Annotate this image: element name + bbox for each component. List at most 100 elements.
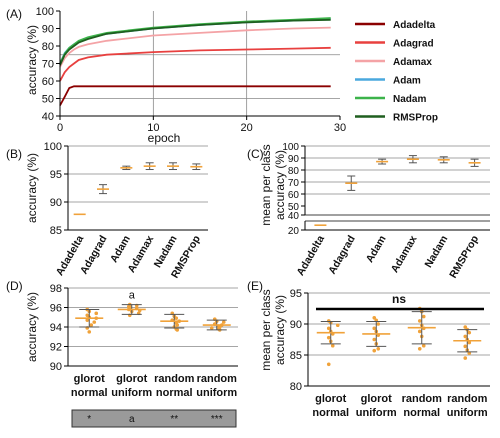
- tick-label-a-x: 10: [147, 122, 159, 134]
- category-label-e-line2: normal: [312, 407, 349, 419]
- tick-label-d-y: 92: [50, 342, 62, 354]
- category-label-c: Adamax: [389, 233, 420, 275]
- series-line-adamax: [59, 26, 331, 68]
- category-label-d-line2: uniform: [111, 387, 152, 399]
- tick-label-b-y: 100: [44, 141, 62, 153]
- axis-title-e-y1: mean per class: [259, 289, 273, 370]
- axis-title-a-y: accuracy (%): [25, 25, 39, 95]
- tick-label-e-y: 95: [290, 288, 302, 300]
- tick-label-c-y: 60: [288, 190, 300, 201]
- e-2-point: [417, 347, 422, 351]
- category-label-c: Adadelta: [294, 233, 327, 278]
- tick-label-c-y: 90: [288, 154, 300, 165]
- e-1-point: [376, 347, 381, 351]
- e-1-point: [372, 337, 377, 342]
- e-0-point: [326, 326, 331, 331]
- panel-label-b: (B): [6, 147, 22, 161]
- category-label-e-line1: glorot: [361, 393, 392, 405]
- category-label-d-line1: random: [154, 373, 195, 385]
- d-3-point: [221, 320, 226, 324]
- category-label-d-line2: normal: [156, 387, 193, 399]
- e-2-point: [417, 319, 422, 323]
- tick-label-d-y: 90: [50, 361, 62, 373]
- category-label-d-line1: glorot: [116, 373, 147, 385]
- category-label-e-line1: random: [447, 393, 488, 405]
- e-2-point: [421, 343, 426, 348]
- significance-label: a: [129, 414, 135, 425]
- e-2-point: [417, 329, 422, 334]
- e-1-point: [372, 348, 377, 353]
- category-label-e-line2: normal: [403, 407, 440, 419]
- d-0-point: [85, 318, 90, 322]
- tick-label-d-y: 98: [50, 283, 62, 295]
- tick-label-e-y: 90: [290, 319, 302, 331]
- tick-label-e-y: 80: [290, 381, 302, 393]
- category-label-d-line1: glorot: [74, 373, 105, 385]
- tick-label-c-y: 80: [288, 166, 300, 177]
- category-label-c: Nadam: [422, 234, 450, 270]
- tick-label-a-y: 40: [42, 111, 54, 123]
- significance-label: **: [170, 414, 178, 425]
- axis-title-a-x: epoch: [148, 131, 181, 145]
- tick-label-a-y: 50: [42, 94, 54, 106]
- tick-label-a-y: 90: [42, 24, 54, 36]
- d-2-point: [175, 328, 180, 332]
- e-3-point: [463, 356, 468, 360]
- legend-label-adagrad: Adagrad: [393, 39, 434, 50]
- tick-label-d-y: 96: [50, 303, 62, 315]
- e-3-point: [463, 325, 468, 329]
- panel-label-a: (A): [6, 7, 22, 21]
- tick-label-a-x: 20: [241, 122, 253, 134]
- legend-label-adam: Adam: [393, 76, 421, 87]
- tick-label-c-y: 40: [288, 211, 300, 222]
- legend-label-adadelta: Adadelta: [393, 20, 436, 31]
- category-label-d-line2: uniform: [196, 387, 237, 399]
- panel-label-e: (E): [247, 279, 263, 293]
- tick-label-a-x: 30: [334, 122, 346, 134]
- e-1-point: [376, 322, 381, 326]
- e-1-point: [372, 316, 377, 320]
- series-line-adagrad: [59, 46, 331, 82]
- significance-strip: [71, 409, 237, 428]
- tick-label-c-y: 20: [288, 226, 300, 237]
- d-0-point: [92, 320, 97, 324]
- d-2-point: [175, 323, 180, 327]
- category-label-e-line1: random: [402, 393, 443, 405]
- category-label-e-line2: uniform: [356, 407, 397, 419]
- tick-label-b-y: 90: [50, 197, 62, 209]
- category-label-d-line1: random: [197, 373, 238, 385]
- legend-label-nadam: Nadam: [393, 94, 426, 105]
- tick-label-a-y: 70: [42, 59, 54, 71]
- annotation-d: a: [129, 290, 136, 302]
- panel-label-d: (D): [6, 279, 23, 293]
- tick-label-b-y: 85: [50, 225, 62, 237]
- e-0-point: [326, 335, 331, 340]
- e-1-point: [372, 326, 377, 331]
- category-label-e-line2: uniform: [447, 407, 488, 419]
- tick-label-a-y: 80: [42, 41, 54, 53]
- d-0-point: [87, 330, 92, 334]
- category-label-d-line2: normal: [71, 387, 108, 399]
- series-line-adadelta: [59, 85, 331, 106]
- category-label-e-line1: glorot: [315, 393, 346, 405]
- e-3-point: [467, 340, 472, 345]
- axis-title-c-y2: accuracy (%): [273, 150, 287, 220]
- category-label-b: Adam: [108, 234, 133, 265]
- tick-label-c-y: 100: [282, 142, 299, 153]
- category-label-c: Adam: [364, 234, 389, 265]
- tick-label-a-y: 100: [36, 6, 54, 18]
- e-3-point: [463, 344, 468, 349]
- category-label-c: Adagrad: [326, 234, 358, 277]
- e-0-point: [335, 323, 340, 328]
- d-0-point: [94, 311, 99, 316]
- tick-label-c-y: 70: [288, 178, 300, 189]
- significance-label: *: [87, 414, 91, 425]
- d-2-point: [174, 316, 179, 321]
- legend-label-adamax: Adamax: [393, 57, 432, 68]
- d-0-point: [89, 323, 94, 327]
- axis-title-b-y: accuracy (%): [25, 153, 39, 223]
- d-3-point: [209, 326, 214, 330]
- tick-label-e-y: 85: [290, 350, 302, 362]
- tick-label-a-y: 60: [42, 76, 54, 88]
